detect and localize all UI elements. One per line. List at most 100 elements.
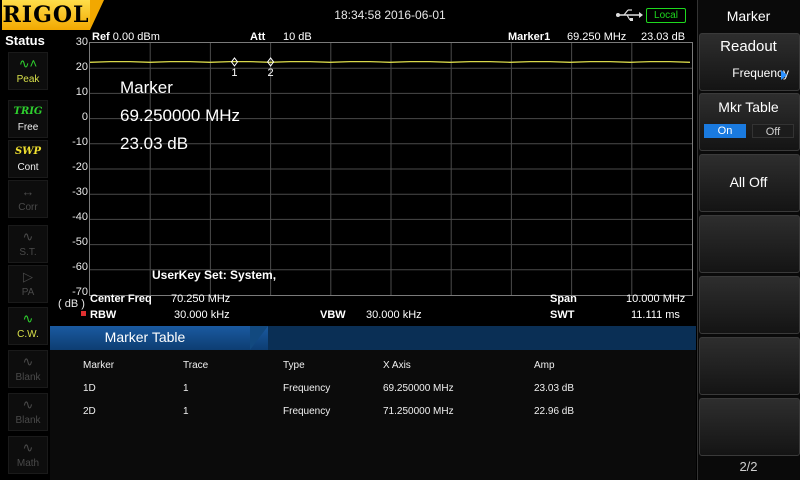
readout-freq: 69.250000 MHz: [120, 106, 241, 125]
cw-icon: ∿: [22, 311, 34, 326]
status-button-6[interactable]: ∿ C.W.: [8, 307, 48, 345]
sweep-icon: SWP: [15, 146, 41, 157]
logo-tail: [90, 0, 104, 30]
top-bar: [0, 0, 696, 30]
marker-table-tab-tail: [250, 326, 268, 350]
marker-table-column-header: X Axis: [383, 360, 411, 371]
marker-table-cell: 1D: [83, 383, 96, 394]
marker-1-label: 1: [231, 67, 237, 79]
readout-softkey[interactable]: [699, 33, 800, 91]
marker-table-cell: 22.96 dB: [534, 406, 575, 417]
mkr-table-on[interactable]: On: [704, 124, 746, 138]
usb-icon: [615, 6, 643, 24]
span-key: Span: [550, 293, 577, 305]
span-value: 10.000 MHz: [626, 293, 686, 305]
center-freq-value: 70.250 MHz: [171, 293, 231, 305]
marker-readout: Marker 69.250000 MHz 23.03 dB: [120, 74, 240, 158]
signal-tracking-icon: ∿: [22, 229, 34, 244]
y-tick-label: -10: [72, 136, 88, 148]
readout-amp: 23.03 dB: [120, 134, 189, 153]
status-button-label: Blank: [15, 372, 41, 383]
menu-page-indicator: 2/2: [739, 459, 758, 474]
marker-header-freq: 69.250 MHz: [567, 31, 627, 43]
all-off-softkey[interactable]: [699, 154, 800, 212]
marker-table-column-header: Marker: [83, 360, 115, 371]
local-badge[interactable]: Local: [646, 8, 686, 23]
peak-icon: ∿˄: [18, 56, 38, 71]
y-tick-label: 30: [75, 36, 88, 48]
status-button-3[interactable]: ↔ Corr: [8, 180, 48, 218]
marker-key: Marker1: [508, 31, 551, 43]
rbw-key: RBW: [90, 309, 117, 321]
blank-icon: ∿: [22, 354, 34, 369]
y-tick-label: 20: [75, 61, 88, 73]
y-axis-unit: ( dB ): [58, 298, 85, 310]
mkr-table-off[interactable]: Off: [752, 124, 794, 138]
y-tick-label: -70: [72, 286, 88, 298]
submenu-arrow-icon: [781, 70, 787, 80]
readout-label: Readout: [720, 38, 777, 55]
brand-logo: RIGOL: [2, 0, 90, 30]
ref-value: 0.00 dBm: [112, 31, 160, 43]
attenuation: Att: [250, 31, 265, 43]
mkr-table-label: Mkr Table: [718, 99, 779, 115]
marker-table-column-header: Amp: [534, 360, 555, 371]
preamp-icon: ▷: [23, 269, 33, 284]
y-tick-label: 10: [75, 86, 88, 98]
mkr-table-softkey[interactable]: [699, 93, 800, 151]
marker-table: [50, 350, 696, 480]
status-button-label: Math: [16, 458, 40, 469]
datetime: 18:34:58 2016-06-01: [334, 8, 446, 22]
trace-1: [90, 60, 691, 63]
ref-key: Ref: [92, 31, 110, 43]
att-key: Att: [250, 31, 266, 43]
marker-table-cell: 69.250000 MHz: [383, 383, 454, 394]
rbw-value: 30.000 kHz: [174, 309, 230, 321]
vbw-value: 30.000 kHz: [366, 309, 422, 321]
userkey-status: UserKey Set: System,: [152, 268, 277, 282]
marker-table-cell: 2D: [83, 406, 96, 417]
status-button-0[interactable]: ∿˄ Peak: [8, 52, 48, 90]
vbw-key: VBW: [320, 309, 346, 321]
status-button-7[interactable]: ∿ Blank: [8, 350, 48, 388]
swt-key: SWT: [550, 309, 575, 321]
y-tick-label: 0: [81, 111, 88, 123]
marker-table-tab: [50, 326, 268, 350]
softkey-blank-6[interactable]: [699, 337, 800, 395]
status-button-8[interactable]: ∿ Blank: [8, 393, 48, 431]
status-title: Status: [5, 33, 45, 48]
marker-table-title: Marker Table: [104, 329, 186, 345]
y-tick-label: -50: [72, 236, 88, 248]
marker-1-diamond: [230, 57, 239, 67]
y-tick-label: -20: [72, 161, 88, 173]
math-icon: ∿: [22, 440, 34, 455]
softkey-blank-7[interactable]: [699, 398, 800, 456]
y-tick-label: -40: [72, 211, 88, 223]
rbw-indicator: [81, 311, 86, 316]
marker-table-cell: 71.250000 MHz: [383, 406, 454, 417]
status-button-label: Blank: [15, 415, 41, 426]
marker-header-amp: 23.03 dB: [641, 31, 686, 43]
marker-table-column-header: Trace: [183, 360, 209, 371]
y-tick-label: -30: [72, 186, 88, 198]
status-button-label: Cont: [17, 162, 39, 173]
status-button-4[interactable]: ∿ S.T.: [8, 225, 48, 263]
softkey-blank-5[interactable]: [699, 276, 800, 334]
status-button-2[interactable]: SWP Cont: [8, 140, 48, 178]
status-button-5[interactable]: ▷ PA: [8, 265, 48, 303]
marker-table-column-header: Type: [283, 360, 305, 371]
correction-icon: ↔: [21, 184, 35, 199]
center-freq-key: Center Freq: [90, 293, 152, 305]
att-value: 10 dB: [283, 31, 312, 43]
status-button-1[interactable]: TRIG Free: [8, 100, 48, 138]
marker-table-cell: 1: [183, 406, 189, 417]
marker-table-cell: Frequency: [283, 383, 331, 394]
status-button-label: S.T.: [19, 247, 37, 258]
status-button-label: PA: [21, 287, 35, 298]
status-button-9[interactable]: ∿ Math: [8, 436, 48, 474]
softkey-blank-4[interactable]: [699, 215, 800, 273]
marker-table-cell: Frequency: [283, 406, 331, 417]
status-button-label: C.W.: [17, 329, 39, 340]
